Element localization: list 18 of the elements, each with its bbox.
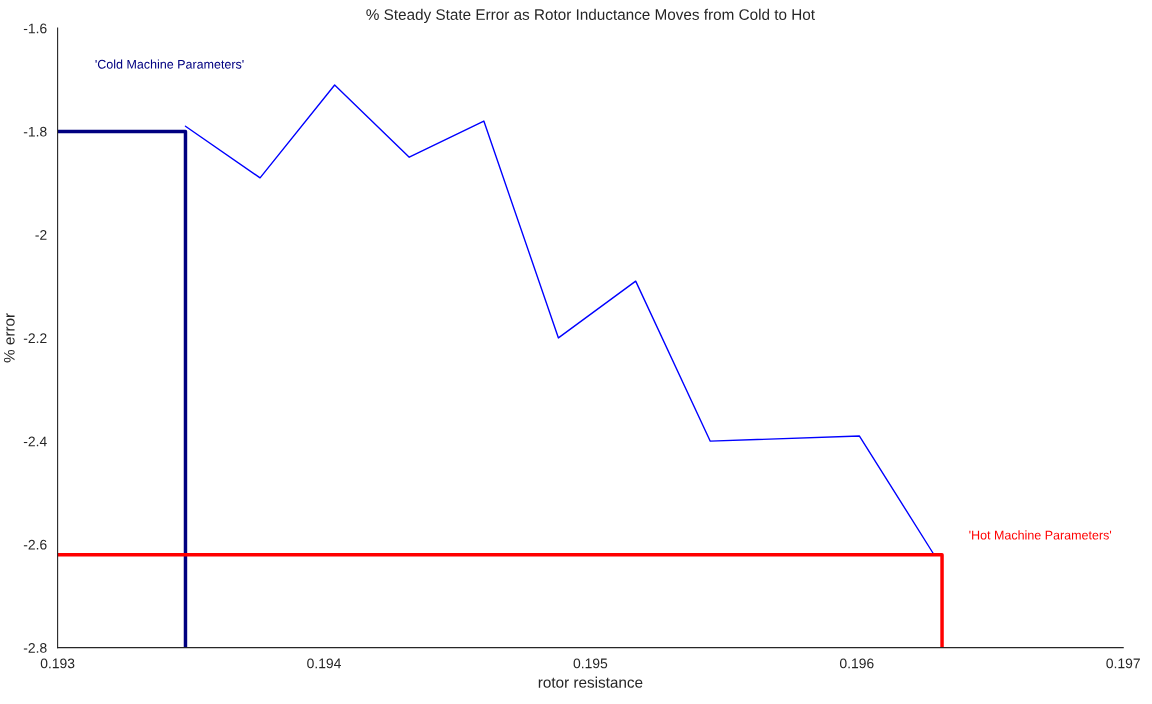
y-tick-label: -2.6 [23,539,47,550]
y-tick-label: -2.2 [23,333,47,343]
y-tick-label: -1.6 [23,23,47,34]
y-tick-label: -2.8 [23,643,47,653]
line-series [184,84,935,556]
x-tick-label: 0.197 [1106,658,1140,669]
x-tick-label: 0.193 [40,658,75,669]
x-tick-label: 0.195 [573,658,608,669]
y-tick-label: -2.4 [23,436,47,447]
y-axis-title: % error [3,313,15,363]
y-tick-label: -2 [35,230,47,240]
y-tick-label: -1.8 [23,126,47,137]
annotation: 'Cold Machine Parameters' [95,59,244,69]
x-axis-title: rotor resistance [538,676,643,688]
x-tick-label: 0.194 [307,658,341,669]
annotation: 'Hot Machine Parameters' [969,530,1112,540]
chart-title: % Steady State Error as Rotor Inductance Moves from Cold to Hot [366,8,815,23]
x-tick-label: 0.196 [839,658,874,669]
